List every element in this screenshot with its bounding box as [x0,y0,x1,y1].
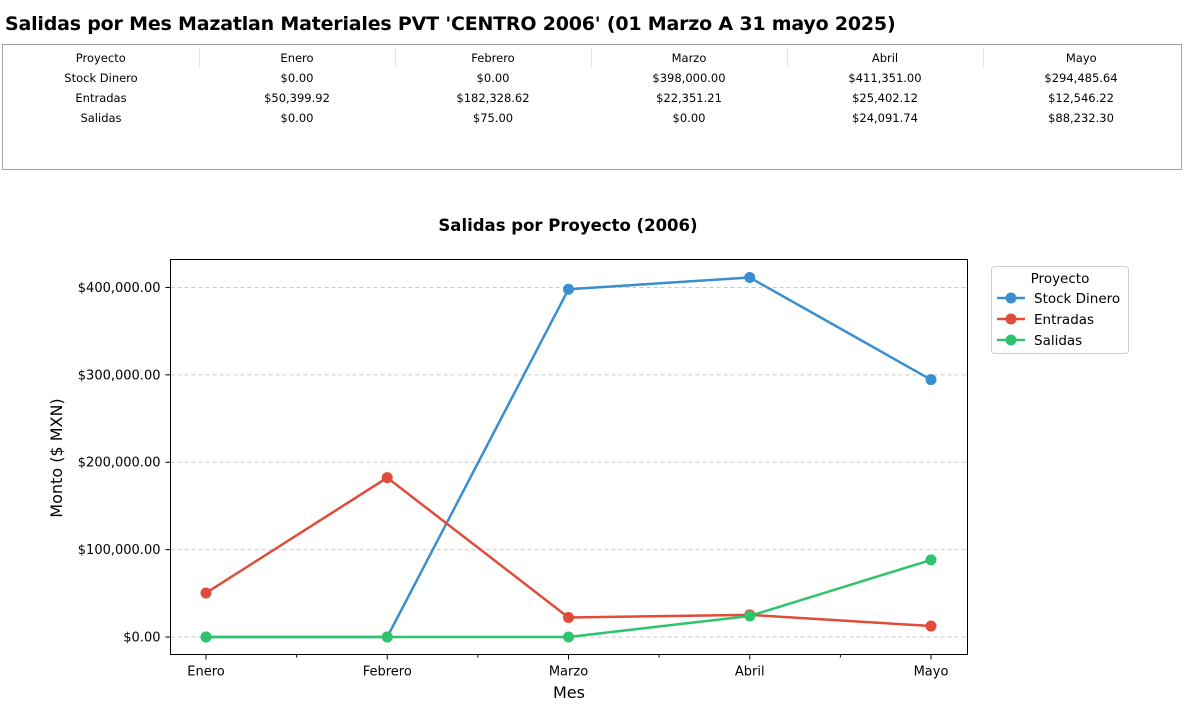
legend-frame [991,266,1129,354]
y-tick-label: $300,000.00 [78,368,161,383]
x-axis-label: Mes [553,683,585,702]
legend-marker [1005,292,1017,304]
table-cell: $0.00 [672,111,706,125]
x-tick-label: Abril [735,665,765,680]
table-row[interactable]: Entradas $50,399.92 $182,328.62 $22,351.… [3,88,1179,108]
table-cell: $12,546.22 [1048,91,1114,105]
table-row[interactable]: Salidas $0.00 $75.00 $0.00 $24,091.74 $8… [3,108,1179,128]
page-title: Salidas por Mes Mazatlan Materiales PVT … [5,13,896,35]
legend-marker [1005,313,1017,325]
x-tick-label: Mayo [914,665,949,680]
x-tick-label: Febrero [363,665,412,680]
table-cell: $0.00 [280,71,314,85]
legend-marker [1005,334,1017,346]
data-point[interactable] [744,610,756,622]
series-line [205,558,932,639]
y-tick-label: $400,000.00 [78,281,161,296]
table-cell: $398,000.00 [652,71,726,85]
column-header[interactable]: Febrero [395,47,592,68]
data-point[interactable] [563,611,574,623]
y-tick-label: $0.00 [123,631,160,646]
table-cell: Stock Dinero [64,71,138,85]
x-tick-label: Marzo [549,665,588,680]
series-stock-dinero [200,272,937,643]
y-tick-label: $200,000.00 [78,456,161,471]
data-point[interactable] [200,631,212,643]
x-tick-label: Enero [187,665,225,680]
data-point[interactable] [925,620,937,632]
table-cell: $411,351.00 [848,71,922,85]
summary-table-panel: Proyecto Enero Febrero Marzo Abril Mayo … [2,44,1182,170]
table-cell: $22,351.21 [656,91,722,105]
column-header[interactable]: Marzo [591,47,788,68]
x-axis: Enero Febrero Marzo Abril Mayo [187,654,949,680]
table-cell: Entradas [75,91,127,105]
line-chart: Salidas por Proyecto (2006) $0.00 $100,00… [47,216,1129,702]
y-tick-label: $100,000.00 [78,543,161,558]
summary-table: Proyecto Enero Febrero Marzo Abril Mayo … [3,47,1179,128]
series-entradas [200,472,937,632]
data-point[interactable] [563,631,574,643]
table-cell: $88,232.30 [1048,111,1114,125]
series-line [205,476,932,628]
table-cell: $50,399.92 [264,91,330,105]
table-cell: $0.00 [280,111,314,125]
legend-item[interactable]: Stock Dinero [997,291,1120,307]
column-header[interactable]: Mayo [1065,50,1097,65]
table-row[interactable]: Stock Dinero $0.00 $0.00 $398,000.00 $41… [3,68,1179,88]
data-point[interactable] [744,272,756,284]
legend-label: Entradas [1034,312,1094,328]
legend-label: Salidas [1034,333,1082,349]
column-header[interactable]: Proyecto [3,47,200,68]
table-cell: Salidas [80,111,122,125]
column-header[interactable]: Abril [787,47,984,68]
series-lines [200,272,937,643]
y-axis-label: Monto ($ MXN) [47,398,66,517]
data-point[interactable] [200,587,212,599]
table-header-row: Proyecto Enero Febrero Marzo Abril Mayo [3,47,1179,68]
table-cell: $182,328.62 [456,91,530,105]
data-point[interactable] [925,374,937,386]
plot-area [170,259,968,655]
legend-title: Proyecto [1031,271,1090,287]
table-cell: $294,485.64 [1044,71,1118,85]
legend-label: Stock Dinero [1034,291,1120,307]
table-cell: $75.00 [472,111,514,125]
table-cell: $0.00 [476,71,510,85]
table-cell: $24,091.74 [852,111,918,125]
column-header[interactable]: Enero [199,47,396,68]
chart-title: Salidas por Proyecto (2006) [438,216,697,235]
data-point[interactable] [381,631,393,643]
table-cell: $25,402.12 [852,91,918,105]
data-point[interactable] [381,472,393,484]
series-salidas [200,554,937,643]
legend-item[interactable]: Entradas [997,312,1094,328]
series-line [206,276,932,639]
legend-item[interactable]: Salidas [997,333,1082,349]
legend[interactable]: Proyecto Stock Dinero Entradas Salidas [991,266,1129,354]
data-point[interactable] [563,283,574,295]
y-axis: $0.00 $100,000.00 $200,000.00 $300,000.00 $4… [78,281,171,646]
data-point[interactable] [925,554,937,566]
